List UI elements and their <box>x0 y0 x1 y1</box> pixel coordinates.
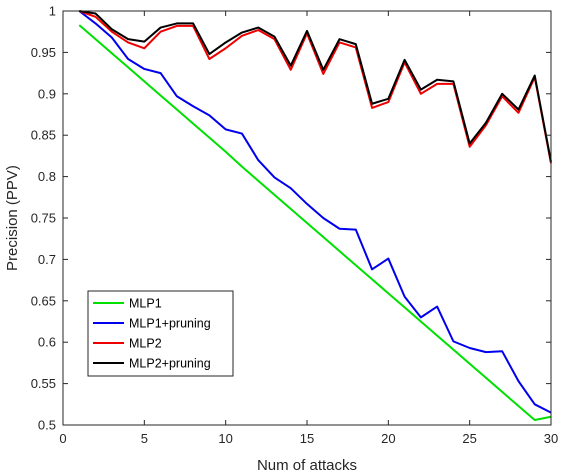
x-tick-label: 15 <box>300 431 314 446</box>
y-tick-label: 0.5 <box>38 418 56 433</box>
y-tick-label: 0.55 <box>31 376 56 391</box>
x-axis-label: Num of attacks <box>257 457 357 474</box>
axis-ticks: 0 5 10 15 20 25 30 0.5 0.55 0.6 0.65 0.7 0.75 0.8 0.85… <box>31 4 559 447</box>
legend-label: MLP2 <box>129 337 162 351</box>
y-tick-label: 1 <box>49 4 56 19</box>
legend: MLP1 MLP1+pruning MLP2 MLP2+pruning <box>87 290 234 377</box>
series-line-mlp1-pruning <box>78 10 552 414</box>
legend-label: MLP2+pruning <box>129 357 211 371</box>
x-tick-label: 25 <box>462 431 476 446</box>
x-tick-label: 0 <box>59 431 66 446</box>
x-tick-label: 20 <box>381 431 395 446</box>
legend-box <box>87 290 234 377</box>
y-tick-label: 0.9 <box>38 86 56 101</box>
x-tick-label: 30 <box>544 431 558 446</box>
y-tick-label: 0.75 <box>31 211 56 226</box>
x-tick-label: 5 <box>141 431 148 446</box>
legend-label: MLP1+pruning <box>129 317 211 331</box>
series-line-mlp1 <box>78 24 552 422</box>
y-tick-label: 0.6 <box>38 335 56 350</box>
y-tick-label: 0.7 <box>38 252 56 267</box>
y-tick-label: 0.8 <box>38 169 56 184</box>
y-tick-label: 0.95 <box>31 45 56 60</box>
y-tick-label: 0.85 <box>31 128 56 143</box>
series-line-mlp2 <box>78 10 552 164</box>
series-line-mlp2-pruning <box>79 10 552 162</box>
y-tick-label: 0.65 <box>31 293 56 308</box>
x-tick-label: 10 <box>218 431 232 446</box>
legend-label: MLP1 <box>129 297 162 311</box>
y-axis-label: Precision (PPV) <box>4 165 21 271</box>
series-layer <box>78 10 552 422</box>
